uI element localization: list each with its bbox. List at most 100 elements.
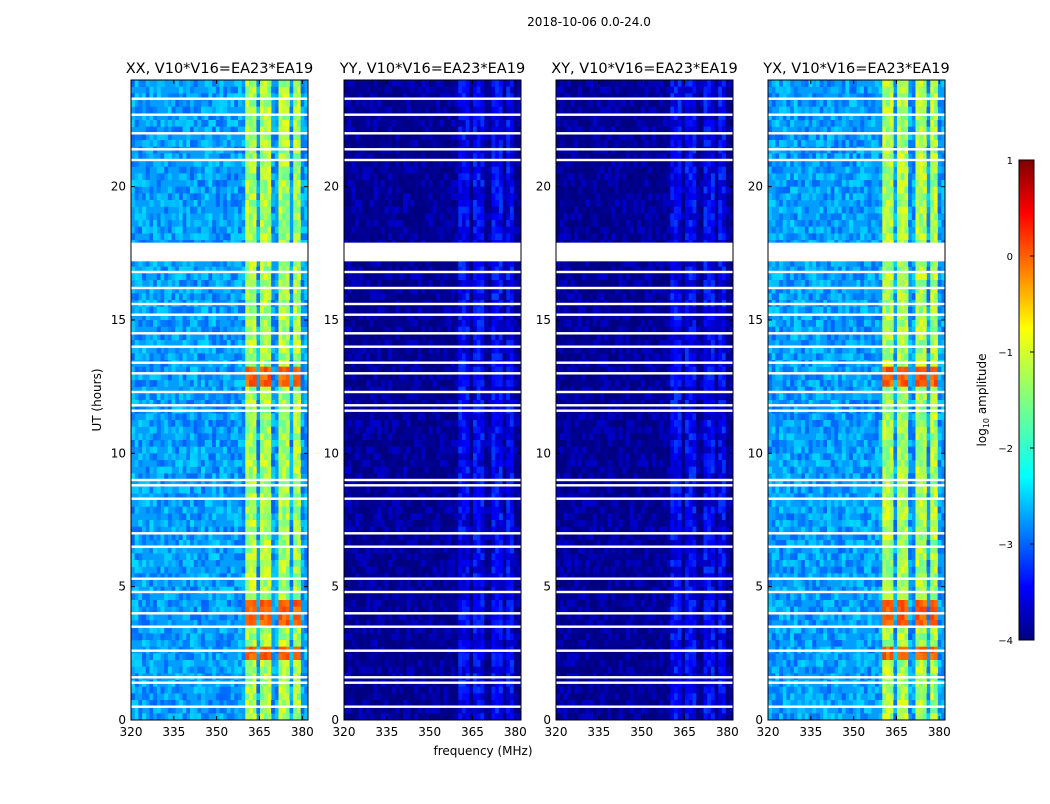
heatmap-cell	[256, 353, 260, 360]
heatmap-cell	[286, 227, 290, 234]
heatmap-cell	[267, 280, 271, 287]
heatmap-cell	[381, 280, 385, 287]
heatmap-cell	[275, 593, 279, 600]
heatmap-cell	[297, 140, 301, 147]
heatmap-cell	[286, 193, 290, 200]
heatmap-cell	[227, 693, 231, 700]
heatmap-cell	[495, 187, 499, 194]
heatmap-cell	[388, 233, 392, 240]
heatmap-cell	[293, 580, 297, 587]
heatmap-cell	[264, 567, 268, 574]
heatmap-cell	[385, 87, 389, 94]
heatmap-cell	[138, 220, 142, 227]
heatmap-cell	[466, 433, 470, 440]
heatmap-cell	[149, 220, 153, 227]
heatmap-cell	[499, 120, 503, 127]
heatmap-cell	[425, 420, 429, 427]
heatmap-cell	[429, 213, 433, 220]
heatmap-cell	[242, 120, 246, 127]
heatmap-cell	[279, 433, 283, 440]
heatmap-cell	[381, 393, 385, 400]
heatmap-cell	[484, 233, 488, 240]
heatmap-cell	[227, 500, 231, 507]
heatmap-cell	[131, 487, 135, 494]
heatmap-cell	[370, 233, 374, 240]
heatmap-cell	[245, 307, 249, 314]
heatmap-cell	[351, 167, 355, 174]
heatmap-cell	[234, 633, 238, 640]
heatmap-cell	[421, 80, 425, 87]
heatmap-cell	[238, 500, 242, 507]
heatmap-cell	[385, 280, 389, 287]
heatmap-cell	[458, 180, 462, 187]
heatmap-cell	[433, 420, 437, 427]
heatmap-cell	[514, 307, 518, 314]
heatmap-cell	[242, 567, 246, 574]
heatmap-cell	[385, 193, 389, 200]
heatmap-cell	[253, 713, 257, 720]
heatmap-cell	[179, 187, 183, 194]
heatmap-cell	[377, 433, 381, 440]
heatmap-cell	[264, 213, 268, 220]
heatmap-cell	[146, 107, 150, 114]
heatmap-cell	[286, 200, 290, 207]
heatmap-cell	[238, 227, 242, 234]
heatmap-cell	[510, 320, 514, 327]
heatmap-cell	[131, 507, 135, 514]
heatmap-cell	[286, 87, 290, 94]
heatmap-cell	[290, 693, 294, 700]
heatmap-cell	[499, 193, 503, 200]
heatmap-cell	[227, 593, 231, 600]
heatmap-cell	[249, 440, 253, 447]
heatmap-cell	[172, 100, 176, 107]
heatmap-cell	[381, 433, 385, 440]
heatmap-cell	[297, 167, 301, 174]
heatmap-cell	[238, 380, 242, 387]
heatmap-cell	[260, 100, 264, 107]
heatmap-cell	[473, 227, 477, 234]
heatmap-cell	[503, 227, 507, 234]
heatmap-cell	[440, 167, 444, 174]
heatmap-cell	[279, 593, 283, 600]
heatmap-cell	[447, 80, 451, 87]
heatmap-cell	[477, 353, 481, 360]
heatmap-cell	[392, 87, 396, 94]
heatmap-cell	[190, 173, 194, 180]
heatmap-cell	[253, 233, 257, 240]
heatmap-cell	[359, 200, 363, 207]
heatmap-cell	[366, 320, 370, 327]
heatmap-cell	[216, 293, 220, 300]
heatmap-cell	[495, 320, 499, 327]
heatmap-cell	[392, 427, 396, 434]
heatmap-cell	[197, 200, 201, 207]
heatmap-cell	[201, 640, 205, 647]
heatmap-cell	[275, 560, 279, 567]
heatmap-cell	[385, 420, 389, 427]
heatmap-cell	[344, 87, 348, 94]
heatmap-cell	[348, 107, 352, 114]
heatmap-cell	[146, 120, 150, 127]
heatmap-cell	[355, 380, 359, 387]
heatmap-cell	[462, 100, 466, 107]
heatmap-cell	[183, 507, 187, 514]
heatmap-cell	[436, 100, 440, 107]
heatmap-cell	[286, 320, 290, 327]
heatmap-cell	[238, 87, 242, 94]
heatmap-cell	[179, 87, 183, 94]
x-tick-label: 320	[120, 725, 143, 739]
heatmap-cell	[455, 233, 459, 240]
heatmap-cell	[260, 447, 264, 454]
heatmap-cell	[245, 167, 249, 174]
heatmap-cell	[396, 427, 400, 434]
heatmap-cell	[297, 233, 301, 240]
heatmap-cell	[429, 427, 433, 434]
heatmap-cell	[282, 167, 286, 174]
heatmap-cell	[484, 200, 488, 207]
heatmap-cell	[131, 593, 135, 600]
heatmap-cell	[253, 467, 257, 474]
heatmap-cell	[146, 80, 150, 87]
heatmap-cell	[238, 207, 242, 214]
heatmap-cell	[370, 100, 374, 107]
heatmap-cell	[399, 173, 403, 180]
heatmap-cell	[297, 500, 301, 507]
